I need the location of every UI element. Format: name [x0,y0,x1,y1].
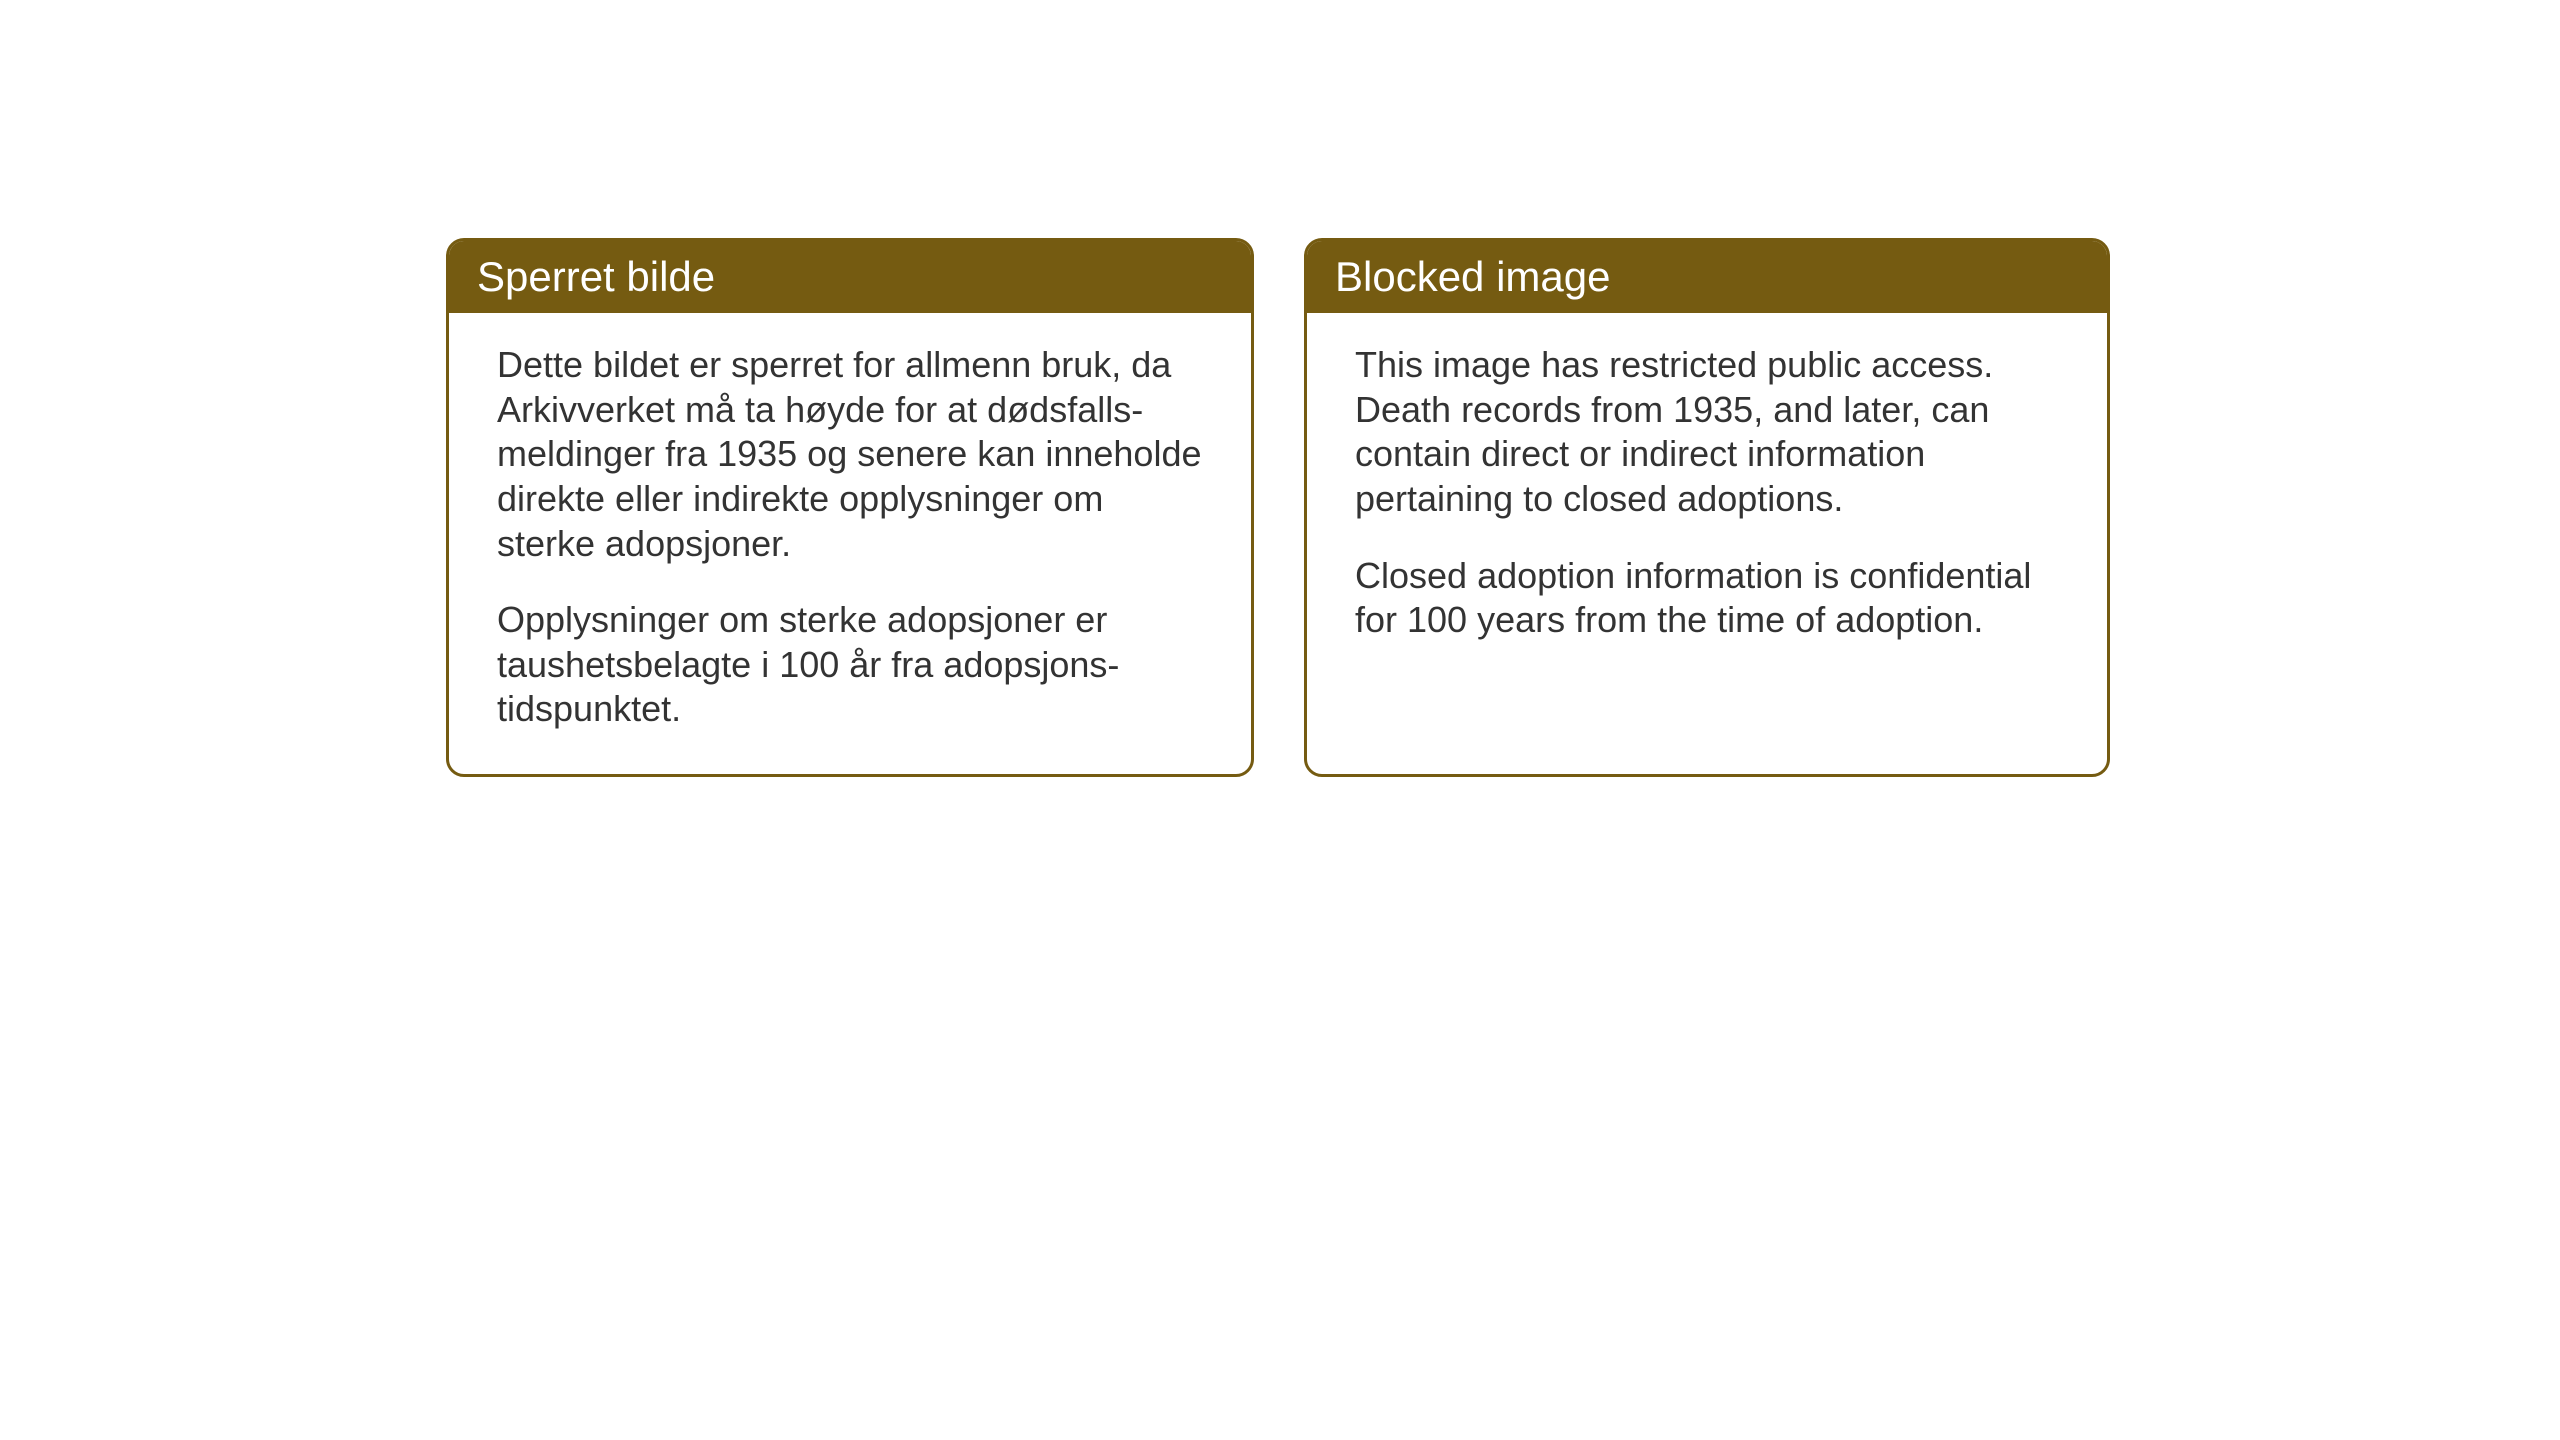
card-english-paragraph-2: Closed adoption information is confident… [1355,554,2059,643]
card-norwegian-body: Dette bildet er sperret for allmenn bruk… [449,313,1251,774]
card-norwegian-paragraph-1: Dette bildet er sperret for allmenn bruk… [497,343,1203,566]
card-norwegian-header: Sperret bilde [449,241,1251,313]
card-english-paragraph-1: This image has restricted public access.… [1355,343,2059,522]
card-norwegian: Sperret bilde Dette bildet er sperret fo… [446,238,1254,777]
card-english-header: Blocked image [1307,241,2107,313]
card-english-body: This image has restricted public access.… [1307,313,2107,743]
card-english-title: Blocked image [1335,253,1610,300]
card-norwegian-title: Sperret bilde [477,253,715,300]
card-norwegian-paragraph-2: Opplysninger om sterke adopsjoner er tau… [497,598,1203,732]
cards-container: Sperret bilde Dette bildet er sperret fo… [446,238,2110,777]
card-english: Blocked image This image has restricted … [1304,238,2110,777]
